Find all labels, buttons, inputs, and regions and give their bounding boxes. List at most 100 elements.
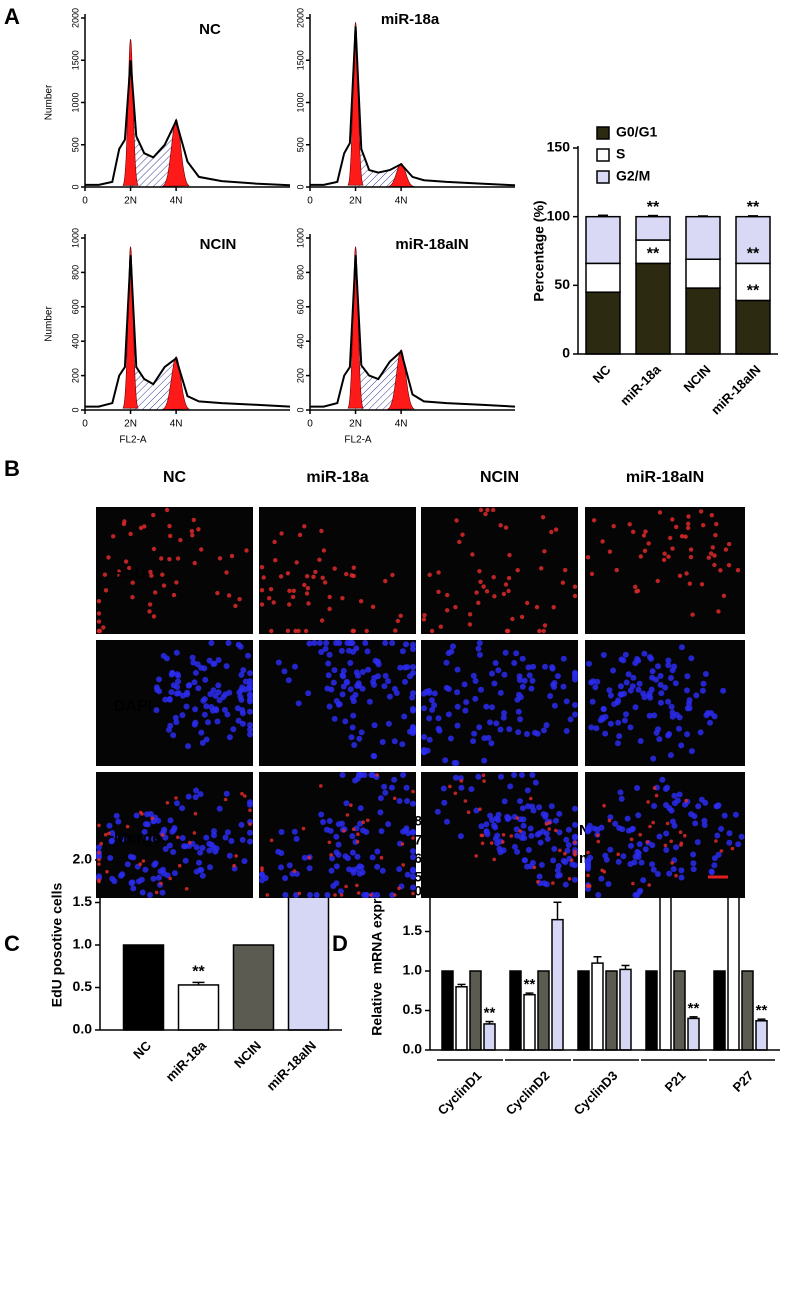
panel-label: A [4,4,20,29]
cell [165,801,170,805]
cell [155,817,162,824]
cell [600,652,607,658]
cell [638,832,642,837]
legend-label: G0/G1 [616,124,657,140]
cell [478,823,485,830]
cell [226,593,232,598]
cell [397,664,404,671]
cell [339,691,346,698]
y-tick-label: 400 [295,334,305,349]
cell [641,650,648,657]
y-tick-label: 0 [295,407,305,412]
cell [451,760,458,766]
cell [572,584,578,589]
cell [496,845,503,852]
cell [339,772,346,778]
cell [411,836,415,840]
cell [421,705,427,712]
cell [311,640,318,646]
cell [563,567,568,573]
cell [676,725,682,732]
cell [319,528,324,534]
cell [358,599,364,604]
cell [515,816,519,820]
cell [351,628,356,634]
cell [602,869,607,874]
cell [245,652,251,659]
y-tick-label: 100 [547,207,571,223]
cell [130,885,137,892]
cell [381,683,388,690]
cell [621,690,627,697]
cell [224,711,231,718]
cell [388,784,395,791]
cell [352,691,359,698]
cell [497,726,504,733]
y-tick-label: 5 [414,869,422,885]
y-tick-label: 2000 [295,8,305,28]
row-label: DAPI [114,698,152,715]
cell [668,703,675,710]
cell [327,594,332,600]
bar [755,1020,768,1051]
y-axis-label: Percentage (%) [531,200,547,301]
peak [347,22,364,186]
cell [150,836,157,842]
cell [238,696,245,703]
cell [634,589,639,594]
panel-label: C [4,931,20,956]
bar [523,993,536,1051]
cell [595,892,602,898]
micrograph [259,507,416,634]
cell [594,678,601,685]
cell [483,703,490,710]
cell [671,792,678,799]
cell [377,809,384,816]
cell [410,707,416,714]
cell [519,655,526,662]
cell [351,742,358,748]
cell [222,834,229,841]
cell [656,736,663,743]
cell [560,580,566,585]
cell [642,846,649,853]
cell [404,798,411,804]
bar [122,944,165,1031]
cell [291,828,298,835]
cell [168,689,175,696]
cell [185,682,192,689]
cell [333,640,340,646]
cell [346,647,352,654]
cell [504,816,511,822]
cell [327,840,332,845]
cell [541,628,546,634]
cell [665,662,672,669]
cell [529,677,536,684]
cell [369,854,376,861]
cell [707,719,713,726]
cell [453,605,458,610]
cell [641,533,647,538]
cell [484,831,491,838]
cell [695,803,702,810]
cell [635,812,642,819]
x-tick-label: miR-18a [163,1037,210,1084]
cell [178,537,183,543]
cell [379,867,386,874]
cell [714,839,718,843]
cell [307,892,313,898]
cell [670,517,675,522]
cell [730,846,735,851]
cell [528,685,535,692]
y-tick-label: 0 [295,184,305,189]
cell [690,851,697,858]
cell [550,857,557,864]
bar [483,1023,496,1051]
cell [694,839,701,846]
cell [662,684,669,691]
cell [674,873,678,878]
cell [567,716,574,723]
cell [347,686,354,693]
cell [435,715,442,722]
cell [585,555,591,560]
